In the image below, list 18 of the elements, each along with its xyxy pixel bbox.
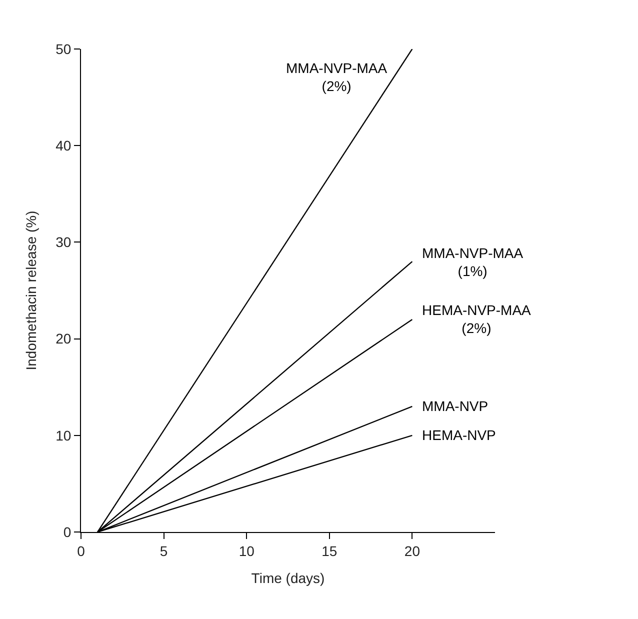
- y-tick-label: 30: [56, 234, 72, 250]
- x-tick-label: 5: [160, 542, 168, 559]
- series-label: MMA-NVP-MAA (2%): [286, 60, 388, 94]
- y-tick-label: 10: [56, 427, 72, 444]
- series-label: HEMA-NVP-MAA (2%): [422, 302, 532, 336]
- series-label: MMA-NVP-MAA (1%): [422, 245, 524, 280]
- series-label: HEMA-NVP: [422, 427, 496, 443]
- x-tick-label: 20: [404, 542, 420, 559]
- y-tick-label: 0: [63, 524, 72, 540]
- x-axis-title: Time (days): [251, 570, 325, 586]
- x-tick-label: 10: [238, 542, 255, 559]
- y-tick-label: 40: [56, 138, 72, 154]
- y-tick-label: 20: [56, 330, 72, 347]
- series-label: MMA-NVP: [422, 398, 488, 414]
- x-tick-label: 15: [322, 542, 338, 559]
- x-tick-label: 0: [77, 542, 86, 559]
- y-tick-label: 50: [56, 40, 72, 57]
- y-axis-title: Indomethacin release (%): [23, 210, 40, 370]
